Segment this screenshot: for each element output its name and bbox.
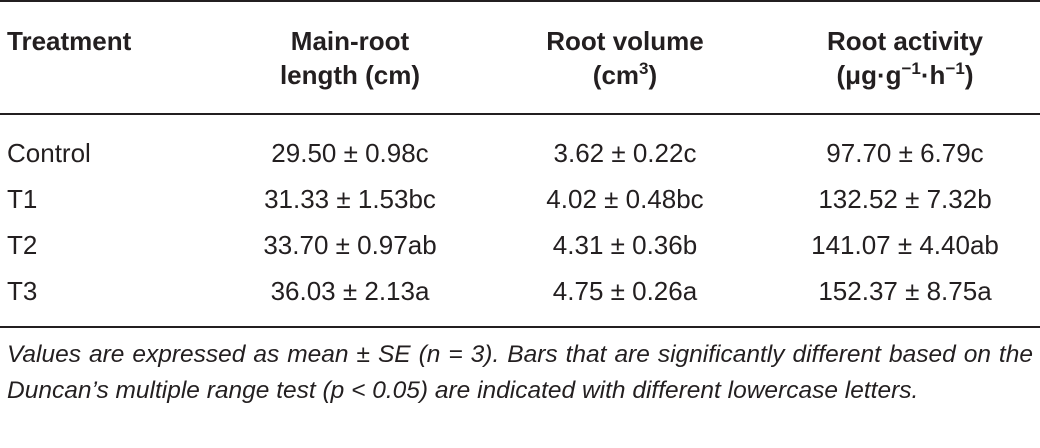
cell-root-volume: 4.75 ± 0.26a — [552, 276, 698, 306]
cell-root-volume: 4.02 ± 0.48bc — [546, 184, 704, 214]
header-root-activity-line2: (μg·g−1·h−1) — [780, 58, 1030, 92]
cell-main-root-length: 31.33 ± 1.53bc — [264, 184, 436, 214]
header-root-volume-unit-exponent: 3 — [639, 59, 649, 78]
cell-root-volume: 4.31 ± 0.36b — [552, 230, 698, 260]
header-root-volume-line1: Root volume — [546, 26, 704, 56]
cell-root-activity: 152.37 ± 8.75a — [818, 276, 992, 306]
table-top-rule — [0, 0, 1040, 2]
cell-main-root-length: 33.70 ± 0.97ab — [263, 230, 437, 260]
cell-main-root-length: 29.50 ± 0.98c — [271, 138, 429, 168]
cell-treatment: Control — [7, 138, 91, 168]
table-row: T3 36.03 ± 2.13a 4.75 ± 0.26a 152.37 ± 8… — [0, 271, 1040, 311]
header-root-activity-unit-exp1: −1 — [901, 59, 921, 78]
table-row: T2 33.70 ± 0.97ab 4.31 ± 0.36b 141.07 ± … — [0, 225, 1040, 265]
header-root-activity-unit-exp2: −1 — [945, 59, 965, 78]
header-root-volume: Root volume (cm3) — [505, 24, 745, 92]
header-root-activity-unit-part1: (μg·g — [836, 60, 902, 90]
table-footnote: Values are expressed as mean ± SE (n = 3… — [7, 341, 1033, 404]
header-root-activity-unit-close: ) — [964, 60, 974, 90]
header-main-root-length-line2: length (cm) — [279, 60, 421, 90]
header-main-root-length: Main-root length (cm) — [230, 24, 470, 92]
cell-root-activity: 132.52 ± 7.32b — [818, 184, 992, 214]
table-row: T1 31.33 ± 1.53bc 4.02 ± 0.48bc 132.52 ±… — [0, 179, 1040, 219]
header-root-activity-unit-part2: ·h — [920, 60, 946, 90]
table-row: Control 29.50 ± 0.98c 3.62 ± 0.22c 97.70… — [0, 133, 1040, 173]
cell-treatment: T1 — [7, 184, 38, 214]
cell-root-activity: 97.70 ± 6.79c — [826, 138, 984, 168]
header-root-activity: Root activity (μg·g−1·h−1) — [780, 24, 1030, 92]
table-header-rule — [0, 113, 1040, 115]
cell-treatment: T2 — [7, 230, 38, 260]
header-root-activity-line1: Root activity — [826, 26, 984, 56]
table-bottom-rule — [0, 326, 1040, 328]
header-main-root-length-line1: Main-root — [290, 26, 410, 56]
header-root-volume-unit: (cm — [592, 60, 640, 90]
header-root-volume-unit-close: ) — [648, 60, 658, 90]
cell-root-activity: 141.07 ± 4.40ab — [811, 230, 999, 260]
header-root-volume-line2: (cm3) — [505, 58, 745, 92]
header-treatment: Treatment — [7, 24, 131, 58]
header-treatment-label: Treatment — [7, 26, 132, 56]
cell-root-volume: 3.62 ± 0.22c — [553, 138, 697, 168]
cell-treatment: T3 — [7, 276, 38, 306]
cell-main-root-length: 36.03 ± 2.13a — [270, 276, 430, 306]
